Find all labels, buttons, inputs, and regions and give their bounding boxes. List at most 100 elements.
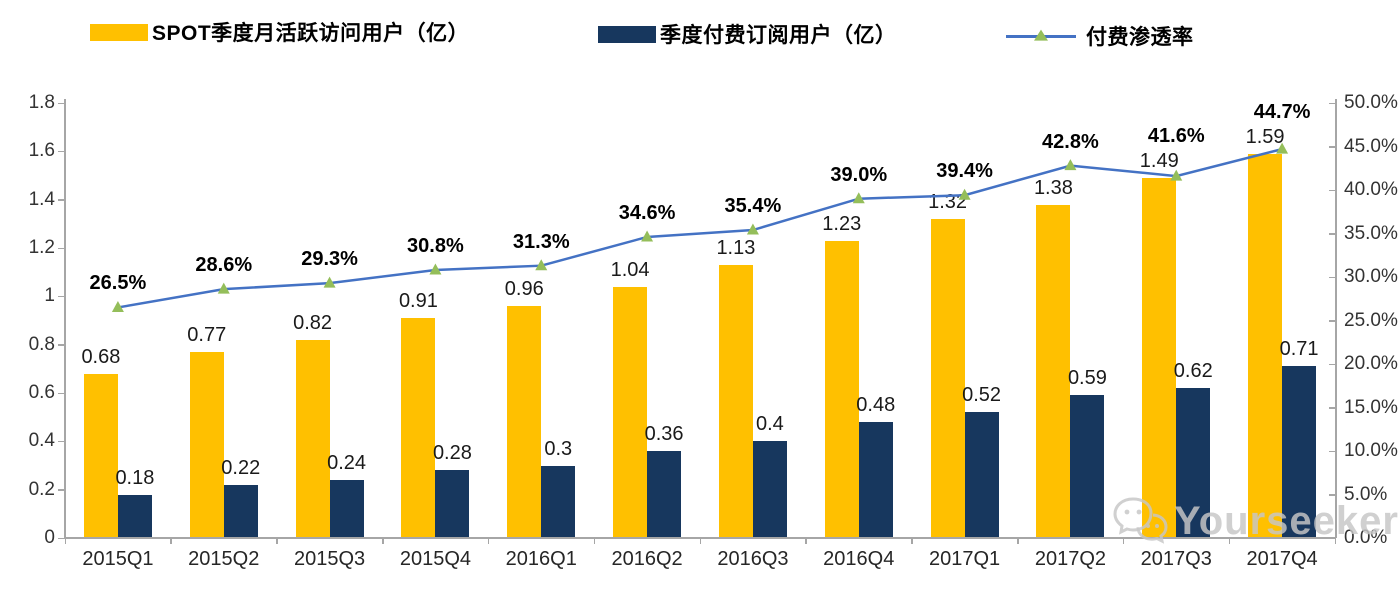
bar-mau [295, 339, 330, 538]
bar-subs [647, 451, 682, 538]
penetration-value-label: 29.3% [301, 248, 358, 271]
bar-mau [930, 219, 965, 538]
bar-label-mau: 1.32 [928, 191, 968, 213]
x-axis-label: 2017Q1 [928, 548, 1001, 570]
line-marker-triangle-icon [746, 223, 759, 235]
y-axis-right-label: 50.0% [1344, 92, 1398, 113]
bar-label-subs: 0.4 [756, 413, 784, 436]
bar-mau [1142, 177, 1177, 538]
x-axis-label: 2015Q1 [82, 548, 154, 570]
bar-label-subs: 0.18 [115, 466, 155, 489]
line-marker-triangle-icon [1064, 159, 1077, 171]
bar-mau [1248, 153, 1283, 538]
y-axis-left-line [64, 99, 66, 538]
y-axis-right-label: 25.0% [1344, 309, 1398, 331]
legend-line-triangle-icon [1006, 29, 1076, 41]
bar-label-mau: 0.68 [81, 345, 121, 368]
wechat-icon [1113, 497, 1168, 544]
line-marker-triangle-icon [429, 263, 442, 275]
x-axis-label: 2017Q2 [1034, 548, 1106, 570]
bar-label-subs: 0.59 [1067, 367, 1107, 390]
penetration-value-label: 39.0% [830, 163, 888, 186]
y-axis-right-tick [1329, 276, 1335, 278]
bar-mau [83, 373, 118, 538]
y-axis-left-tick [58, 247, 64, 249]
bar-label-subs: 0.52 [962, 384, 1002, 407]
y-axis-right-tick [1329, 494, 1335, 496]
bar-label-subs: 0.36 [644, 423, 684, 445]
bar-label-mau: 0.77 [187, 323, 227, 346]
bar-subs [858, 422, 893, 538]
x-axis-tick [487, 538, 490, 544]
y-axis-left-label: 1 [44, 285, 55, 307]
bar-subs [223, 484, 258, 538]
x-axis-line [64, 537, 1336, 539]
x-axis-tick [699, 538, 701, 544]
y-axis-left-label: 1.6 [28, 140, 55, 162]
y-axis-right-tick [1329, 537, 1335, 539]
x-axis-tick [170, 538, 172, 544]
bar-mau [824, 240, 859, 538]
x-axis-tick [593, 538, 596, 544]
penetration-value-label: 41.6% [1147, 124, 1205, 147]
y-axis-right-tick [1329, 189, 1335, 191]
bar-subs [1176, 388, 1211, 538]
bar-label-subs: 0.71 [1279, 338, 1319, 361]
line-marker-triangle-icon [217, 282, 230, 294]
y-axis-right-tick [1329, 363, 1335, 365]
x-axis-tick [805, 538, 807, 544]
line-marker-triangle-icon [641, 230, 654, 242]
legend-swatch-subs-bar [598, 25, 656, 43]
watermark: Yourseeker [1112, 496, 1399, 546]
bar-label-subs: 0.62 [1173, 360, 1213, 383]
bar-label-mau: 1.13 [716, 236, 756, 259]
bar-subs [435, 470, 470, 538]
x-axis-label: 2017Q4 [1246, 548, 1318, 570]
y-axis-right-tick [1329, 233, 1335, 235]
y-axis-left-label: 1.4 [28, 188, 55, 210]
y-axis-right-label: 10.0% [1344, 440, 1398, 461]
y-axis-right-label: 35.0% [1344, 222, 1398, 244]
y-axis-left-tick [58, 440, 64, 443]
legend-label-mau: SPOT季度月活跃访问用户（亿） [152, 22, 470, 45]
y-axis-right-tick [1329, 407, 1335, 409]
x-axis-label: 2015Q3 [293, 548, 366, 570]
legend-item-mau: SPOT季度月活跃访问用户（亿） [90, 20, 470, 45]
x-axis-tick [64, 538, 66, 544]
line-marker-triangle-icon [535, 259, 548, 271]
y-axis-right-tick [1329, 320, 1335, 322]
y-axis-right-tick [1329, 102, 1335, 104]
bar-mau [718, 264, 753, 538]
bar-mau [613, 286, 648, 538]
penetration-line-path [117, 147, 1283, 309]
bar-label-mau: 1.38 [1033, 176, 1073, 199]
y-axis-right-label: 45.0% [1344, 135, 1398, 157]
bar-subs [1282, 366, 1317, 538]
bar-subs [752, 441, 787, 538]
x-axis-label: 2016Q4 [823, 548, 895, 570]
x-axis-label: 2015Q2 [188, 548, 260, 570]
y-axis-left-tick [58, 295, 64, 298]
bar-mau [189, 351, 224, 538]
penetration-value-label: 42.8% [1042, 130, 1099, 153]
line-marker-triangle-icon [323, 276, 336, 288]
legend-label-subs: 季度付费订阅用户（亿） [660, 24, 897, 47]
watermark-text: Yourseeker [1174, 498, 1399, 543]
x-axis-label: 2015Q4 [399, 548, 471, 570]
penetration-value-label: 39.4% [936, 160, 993, 183]
legend-item-penetration: 付费渗透率 [1006, 24, 1194, 49]
bar-subs [1070, 395, 1105, 538]
y-axis-right-label: 40.0% [1344, 179, 1398, 200]
x-axis-label: 2016Q3 [717, 548, 789, 570]
penetration-value-label: 28.6% [195, 254, 253, 277]
bar-label-subs: 0.24 [327, 452, 367, 474]
legend-swatch-mau-bar [90, 23, 148, 41]
bar-mau [507, 306, 542, 538]
y-axis-right-line [1335, 99, 1337, 538]
x-axis-tick [1334, 538, 1336, 544]
penetration-value-label: 31.3% [512, 230, 570, 253]
y-axis-right-label: 15.0% [1344, 396, 1398, 418]
x-axis-tick [1122, 538, 1125, 544]
bar-label-subs: 0.22 [221, 456, 261, 479]
